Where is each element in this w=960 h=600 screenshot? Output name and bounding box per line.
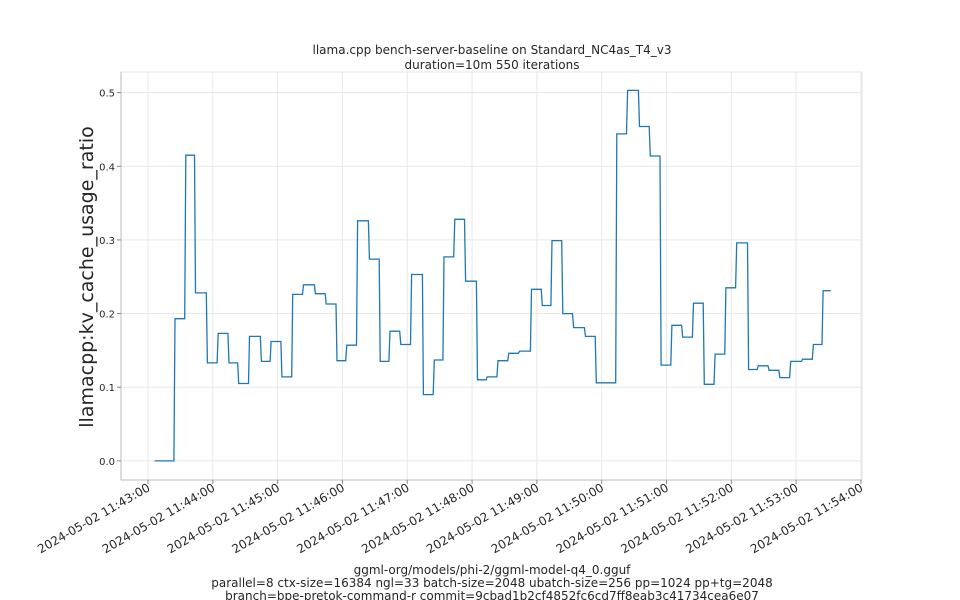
x-tick-label: 2024-05-02 11:49:00 <box>424 480 541 556</box>
x-tick-label: 2024-05-02 11:47:00 <box>294 480 411 556</box>
x-tick-label: 2024-05-02 11:45:00 <box>165 480 282 556</box>
x-tick-label: 2024-05-02 11:43:00 <box>35 480 152 556</box>
plot-frame <box>120 71 863 481</box>
x-tick-label: 2024-05-02 11:46:00 <box>230 480 347 556</box>
y-tick-label: 0.5 <box>99 89 115 100</box>
y-tick-label: 0.3 <box>99 236 115 247</box>
x-tick-label: 2024-05-02 11:51:00 <box>554 480 671 556</box>
chart-subtitle: duration=10m 550 iterations <box>405 58 580 72</box>
y-tick-label: 0.1 <box>99 383 115 394</box>
chart-title: llama.cpp bench-server-baseline on Stand… <box>313 43 672 57</box>
x-tick-label: 2024-05-02 11:48:00 <box>359 480 476 556</box>
y-tick-label: 0.4 <box>99 162 115 173</box>
y-axis-label: llamacpp:kv_cache_usage_ratio <box>76 126 98 427</box>
x-label-line-2: parallel=8 ctx-size=16384 ngl=33 batch-s… <box>211 576 772 590</box>
x-label-line-1: ggml-org/models/phi-2/ggml-model-q4_0.gg… <box>354 563 632 577</box>
x-tick-label: 2024-05-02 11:44:00 <box>100 480 217 556</box>
x-label-line-3: branch=bpe-pretok-command-r commit=9cbad… <box>225 589 759 600</box>
series-line <box>154 89 831 462</box>
x-tick-label: 2024-05-02 11:54:00 <box>748 480 865 556</box>
y-tick-label: 0.2 <box>99 310 115 321</box>
x-tick-label: 2024-05-02 11:50:00 <box>489 480 606 556</box>
y-tick-label: 0.0 <box>99 457 115 468</box>
x-tick-label: 2024-05-02 11:52:00 <box>618 480 735 556</box>
x-tick-label: 2024-05-02 11:53:00 <box>683 480 800 556</box>
grid <box>120 71 863 481</box>
